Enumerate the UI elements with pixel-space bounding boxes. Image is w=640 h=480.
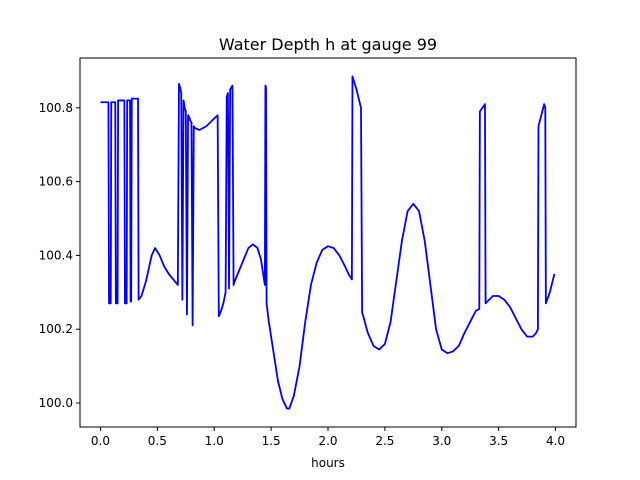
x-tick-label: 1.0 [205, 434, 224, 448]
x-tick-label: 3.0 [432, 434, 451, 448]
y-tick-label: 100.2 [39, 322, 73, 336]
chart-title: Water Depth h at gauge 99 [219, 35, 437, 54]
x-tick-label: 3.5 [489, 434, 508, 448]
series-line-0 [100, 75, 556, 410]
plot-area [80, 58, 576, 427]
x-axis-label: hours [311, 456, 345, 470]
y-tick-label: 100.6 [39, 175, 73, 189]
y-tick-label: 100.8 [39, 101, 73, 115]
x-tick-label: 0.5 [148, 434, 167, 448]
x-tick-label: 1.5 [262, 434, 281, 448]
y-tick-label: 100.0 [39, 396, 73, 410]
x-tick-label: 0.0 [91, 434, 110, 448]
x-tick-label: 2.5 [375, 434, 394, 448]
series-layer [100, 75, 556, 410]
x-tick-label: 4.0 [546, 434, 565, 448]
y-tick-label: 100.4 [39, 248, 73, 262]
y-axis: 100.0 100.2 100.4 100.6 100.8 [39, 101, 80, 410]
x-axis: 0.0 0.5 1.0 1.5 2.0 2.5 3.0 3.5 4.0 [91, 427, 565, 448]
x-tick-label: 2.0 [318, 434, 337, 448]
